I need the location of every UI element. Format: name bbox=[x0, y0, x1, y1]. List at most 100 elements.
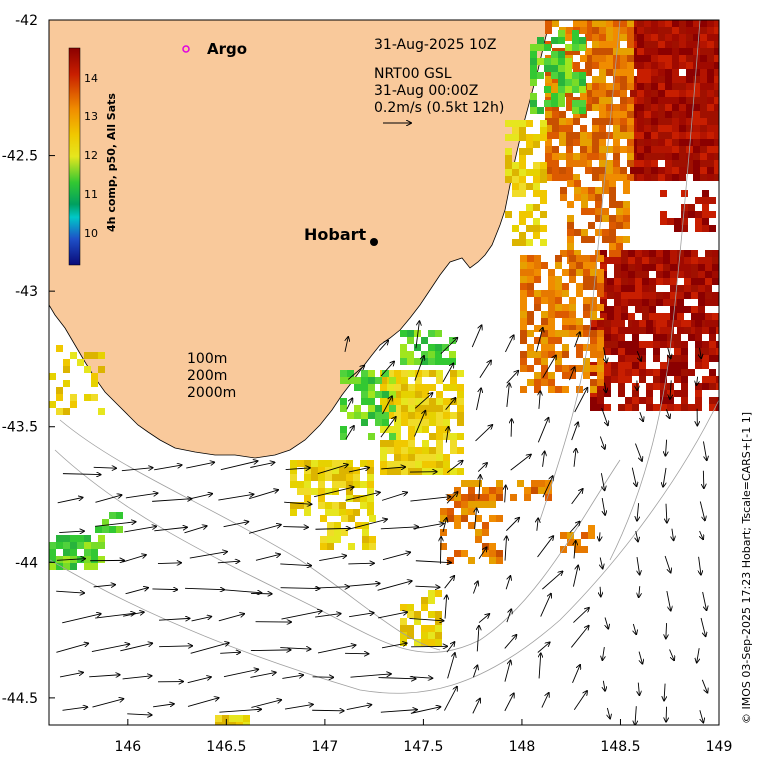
sst-cell bbox=[679, 125, 686, 132]
sst-cell bbox=[585, 27, 592, 34]
sst-cell bbox=[566, 167, 573, 174]
sst-cell bbox=[614, 313, 621, 320]
sst-cell bbox=[679, 167, 686, 174]
current-arrow bbox=[573, 608, 589, 623]
current-arrow bbox=[414, 356, 424, 381]
sst-cell bbox=[639, 341, 646, 348]
sst-cell bbox=[693, 90, 700, 97]
sst-cell bbox=[526, 141, 533, 148]
sst-cell bbox=[520, 255, 527, 262]
sst-cell bbox=[215, 715, 222, 722]
sst-cell bbox=[672, 34, 679, 41]
sst-cell bbox=[534, 379, 541, 386]
sst-cell bbox=[540, 190, 547, 197]
sst-cell bbox=[236, 722, 243, 725]
sst-cell bbox=[592, 41, 599, 48]
sst-cell bbox=[686, 20, 693, 27]
sst-cell bbox=[693, 34, 700, 41]
sst-cell bbox=[400, 639, 407, 646]
sst-cell bbox=[644, 153, 651, 160]
sst-cell bbox=[551, 37, 558, 44]
sst-cell bbox=[533, 134, 540, 141]
current-arrow bbox=[442, 363, 453, 383]
sst-cell bbox=[613, 83, 620, 90]
sst-cell bbox=[573, 118, 580, 125]
sst-cell bbox=[672, 20, 679, 27]
sst-cell bbox=[318, 467, 325, 474]
sst-cell bbox=[394, 405, 401, 412]
sst-cell bbox=[102, 526, 109, 533]
sst-cell bbox=[360, 460, 367, 467]
sst-cell bbox=[660, 404, 667, 411]
sst-cell bbox=[567, 532, 574, 539]
sst-cell bbox=[98, 366, 105, 373]
sst-cell bbox=[555, 311, 562, 318]
sst-cell bbox=[548, 290, 555, 297]
sst-cell bbox=[380, 405, 387, 412]
current-arrow bbox=[700, 530, 704, 539]
sst-cell bbox=[606, 83, 613, 90]
sst-cell bbox=[686, 55, 693, 62]
sst-cell bbox=[552, 132, 559, 139]
current-arrow bbox=[672, 528, 674, 541]
sst-cell bbox=[632, 362, 639, 369]
sst-cell bbox=[672, 160, 679, 167]
sst-cell bbox=[627, 83, 634, 90]
sst-cell bbox=[368, 370, 375, 377]
current-arrow bbox=[638, 682, 639, 695]
current-arrow bbox=[505, 335, 513, 353]
sst-cell bbox=[512, 162, 519, 169]
current-arrow bbox=[382, 552, 410, 561]
sst-cell bbox=[597, 344, 604, 351]
current-vectors bbox=[56, 321, 707, 725]
sst-cell bbox=[576, 255, 583, 262]
sst-cell bbox=[651, 125, 658, 132]
sst-cell bbox=[681, 218, 688, 225]
sst-cell bbox=[304, 502, 311, 509]
current-arrow bbox=[599, 436, 605, 449]
sst-cell bbox=[533, 190, 540, 197]
sst-cell bbox=[534, 337, 541, 344]
sst-cell bbox=[347, 377, 354, 384]
current-arrow bbox=[95, 495, 121, 503]
sst-cell bbox=[651, 160, 658, 167]
current-arrow bbox=[382, 396, 392, 415]
sst-cell bbox=[658, 41, 665, 48]
sst-cell bbox=[585, 146, 592, 153]
sst-cell bbox=[569, 372, 576, 379]
sst-cell bbox=[552, 167, 559, 174]
sst-cell bbox=[353, 495, 360, 502]
sst-cell bbox=[679, 55, 686, 62]
sst-cell bbox=[540, 120, 547, 127]
sst-cell bbox=[558, 72, 565, 79]
sst-cell bbox=[620, 174, 627, 181]
sst-cell bbox=[541, 318, 548, 325]
sst-cell bbox=[49, 563, 56, 570]
sst-cell bbox=[620, 48, 627, 55]
sst-cell bbox=[679, 27, 686, 34]
current-arrow bbox=[506, 371, 519, 384]
sst-cell bbox=[635, 257, 642, 264]
sst-cell bbox=[450, 384, 457, 391]
sst-cell bbox=[590, 344, 597, 351]
sst-cell bbox=[360, 481, 367, 488]
sst-cell bbox=[49, 556, 56, 563]
sst-cell bbox=[635, 271, 642, 278]
sst-cell bbox=[686, 90, 693, 97]
current-arrow bbox=[478, 614, 489, 623]
sst-cell bbox=[534, 325, 541, 332]
sst-cell bbox=[512, 127, 519, 134]
sst-cell bbox=[380, 377, 387, 384]
sst-cell bbox=[618, 320, 625, 327]
sst-cell bbox=[408, 398, 415, 405]
sst-cell bbox=[616, 243, 623, 250]
sst-cell bbox=[519, 190, 526, 197]
current-arrow bbox=[122, 555, 145, 563]
sst-cell bbox=[496, 487, 503, 494]
sst-cell bbox=[443, 433, 450, 440]
sst-cell bbox=[520, 297, 527, 304]
sst-cell bbox=[651, 34, 658, 41]
sst-cell bbox=[618, 376, 625, 383]
current-arrow bbox=[381, 467, 405, 469]
sst-cell bbox=[380, 461, 387, 468]
